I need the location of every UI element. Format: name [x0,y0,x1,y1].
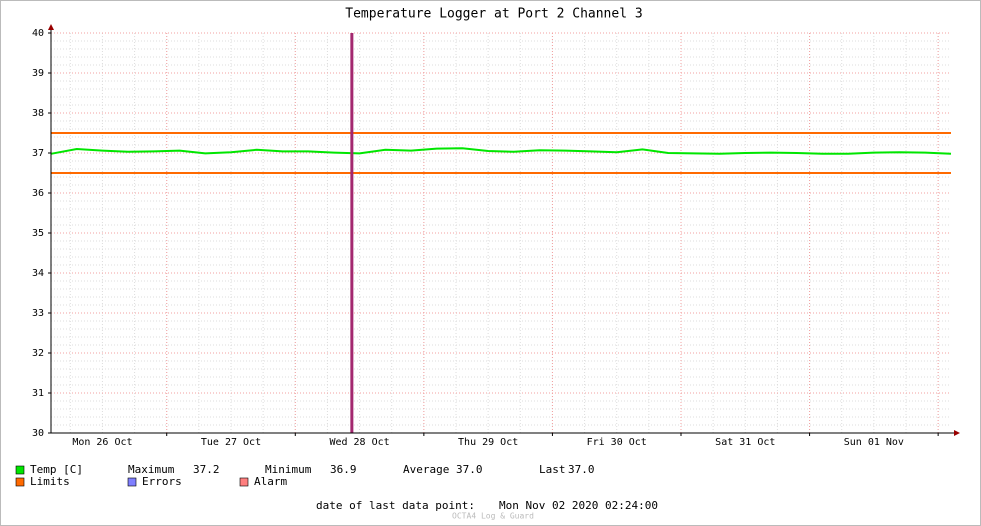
x-tick-label: Sun 01 Nov [844,437,904,448]
y-tick-label: 39 [32,68,44,79]
stat-label: Maximum [128,463,175,476]
stat-value: 37.0 [568,463,595,476]
watermark: OCTA4 Log & Guard [452,512,534,521]
stat-value: 37.0 [456,463,483,476]
x-tick-label: Thu 29 Oct [458,437,518,448]
legend-label: Temp [C] [30,463,83,476]
temp-line [50,147,952,155]
legend-swatch [239,477,249,487]
x-tick-label: Sat 31 Oct [715,437,775,448]
legend-label: Limits [30,475,70,488]
y-tick-label: 32 [32,348,44,359]
legend-label: Errors [142,475,182,488]
legend-swatch [15,477,25,487]
y-tick-label: 37 [32,148,44,159]
x-tick-label: Fri 30 Oct [587,437,647,448]
arrow [48,24,54,30]
y-tick-label: 30 [32,428,44,439]
y-tick-label: 36 [32,188,44,199]
legend-swatch [15,465,25,475]
y-tick-label: 35 [32,228,44,239]
stat-label: Minimum [265,463,312,476]
stat-value: 37.2 [193,463,220,476]
y-tick-label: 33 [32,308,44,319]
stat-value: 36.9 [330,463,357,476]
legend-label: Alarm [254,475,287,488]
legend-swatch [127,477,137,487]
y-tick-label: 31 [32,388,44,399]
x-tick-label: Tue 27 Oct [201,437,261,448]
stat-label: Last [539,463,566,476]
footer-value: Mon Nov 02 2020 02:24:00 [499,499,658,512]
chart-title: Temperature Logger at Port 2 Channel 3 [345,7,642,22]
footer-label: date of last data point: [316,499,475,512]
y-tick-label: 40 [32,28,44,39]
x-tick-label: Wed 28 Oct [329,437,389,448]
y-tick-label: 34 [32,268,44,279]
y-tick-label: 38 [32,108,44,119]
x-tick-label: Mon 26 Oct [72,437,132,448]
arrow [954,430,960,436]
stat-label: Average [403,463,449,476]
